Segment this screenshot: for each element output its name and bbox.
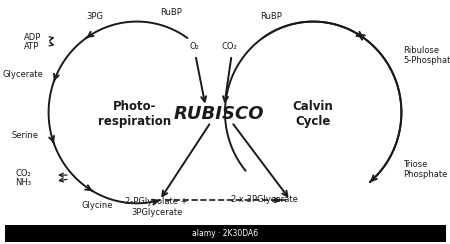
Text: 3PG: 3PG xyxy=(86,11,104,20)
Text: Glycine: Glycine xyxy=(81,201,113,210)
Text: RuBP: RuBP xyxy=(161,9,182,18)
Text: CO₂: CO₂ xyxy=(221,42,237,51)
Text: alamy · 2K30DA6: alamy · 2K30DA6 xyxy=(192,229,258,238)
Text: RUBISCO: RUBISCO xyxy=(174,105,265,123)
Text: O₂: O₂ xyxy=(189,42,199,51)
Text: Serine: Serine xyxy=(11,132,38,141)
Text: Glycerate: Glycerate xyxy=(3,70,44,79)
Text: NH₃: NH₃ xyxy=(15,178,32,187)
Text: Photo-
respiration: Photo- respiration xyxy=(98,100,171,128)
Text: Triose
Phosphate: Triose Phosphate xyxy=(403,160,447,179)
Text: CO₂: CO₂ xyxy=(15,169,31,178)
Text: ADP: ADP xyxy=(24,33,42,42)
Text: ATP: ATP xyxy=(24,42,40,51)
Text: RuBP: RuBP xyxy=(261,11,283,20)
Text: 2 x 3PGlycerate: 2 x 3PGlycerate xyxy=(231,195,298,204)
Text: Calvin
Cycle: Calvin Cycle xyxy=(293,100,333,128)
Text: 2-PGlycolate +
3PGlycerate: 2-PGlycolate + 3PGlycerate xyxy=(126,197,188,217)
Bar xyxy=(4,225,446,242)
Text: Ribulose
5-Phosphate: Ribulose 5-Phosphate xyxy=(403,46,450,65)
